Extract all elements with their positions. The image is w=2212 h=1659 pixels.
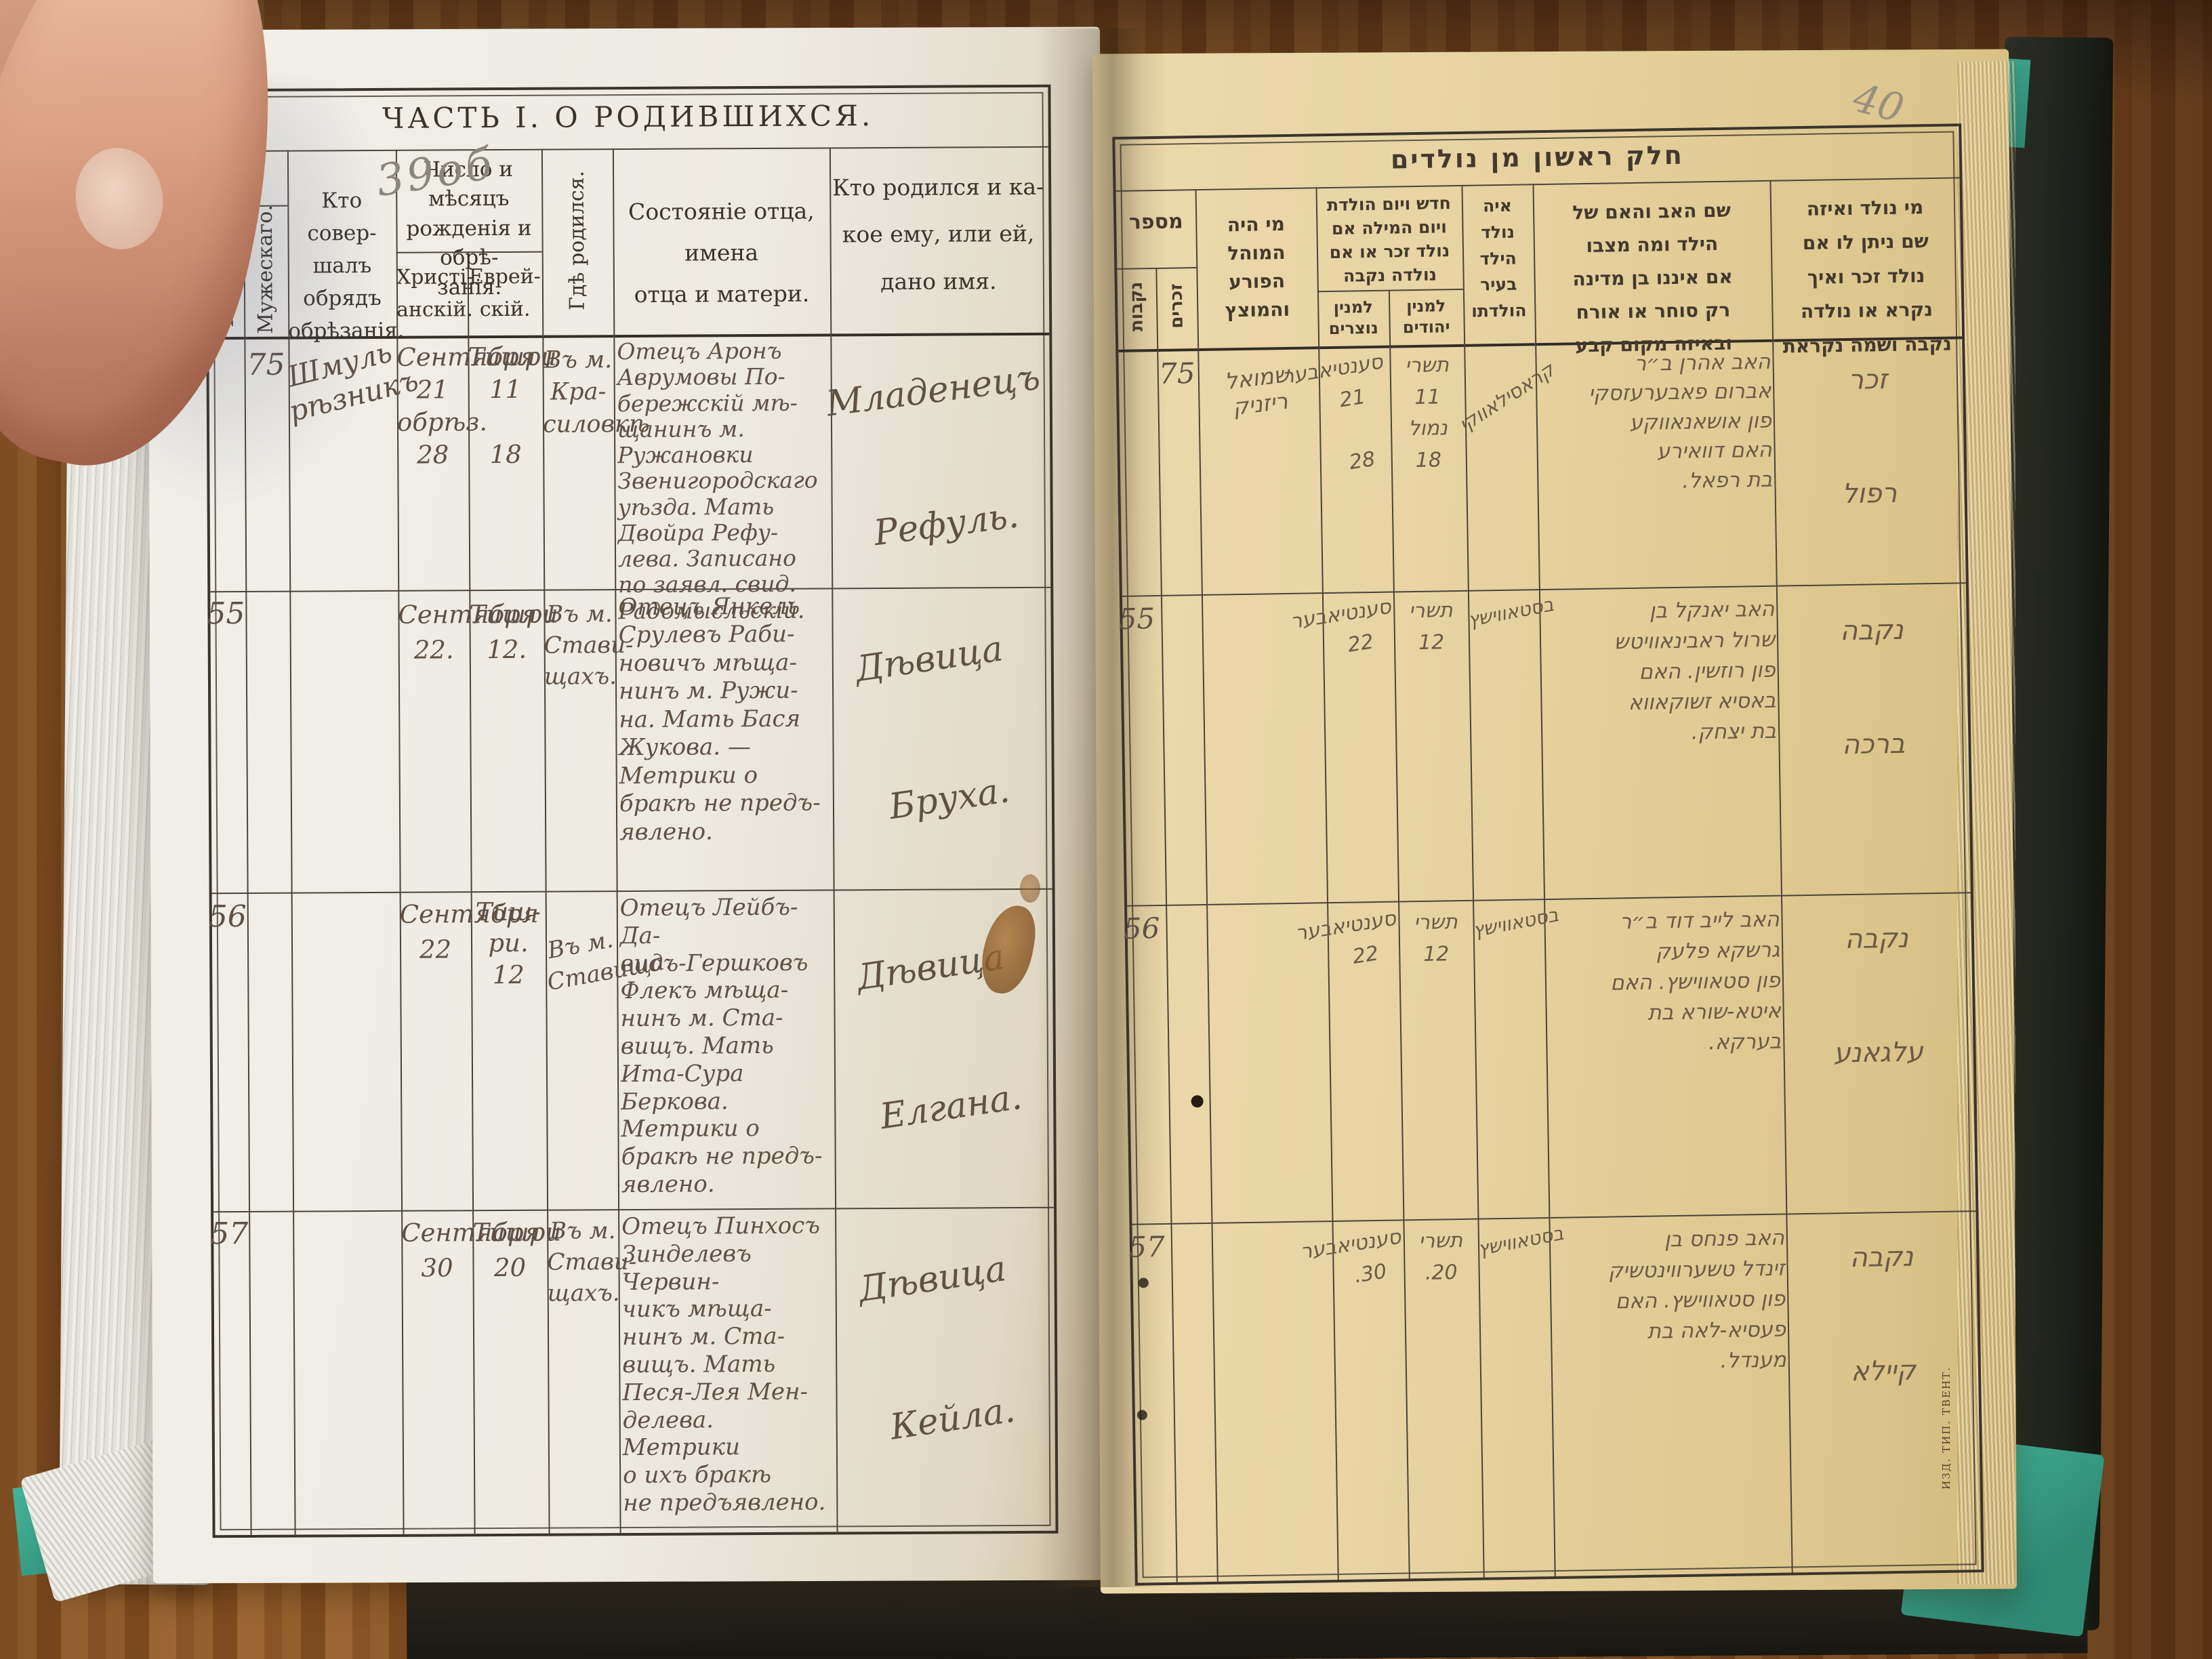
father-entry: Отецъ Аронъ Аврумовы По- бережскій мѣ- щ… — [617, 337, 818, 624]
name-entry: Дѣвица Кейла. — [855, 1248, 1018, 1448]
name-entry: Младенецъ Рефуль. — [824, 356, 1043, 554]
where-born-entry: Въ м. Кра- силовкѣ — [542, 346, 650, 438]
col-header-number-male: זכרים — [1166, 283, 1187, 329]
col-header-number: מספר — [1128, 209, 1183, 234]
name-entry: נקבה ברכה — [1839, 614, 1906, 761]
jewish-date-entry: תשרי 12 — [1408, 598, 1453, 655]
col-header-who-born: מי נולד ואיזה שם ניתן לו אם נולד זכר ואי… — [1782, 196, 1952, 358]
printer-mark: ИЗД. ТИП. ТВЕНТ. — [1940, 1366, 1952, 1490]
binding-hole-lower — [1136, 1410, 1148, 1420]
name-entry: זכר רפול — [1841, 364, 1898, 510]
col-line — [1461, 184, 1485, 1578]
christian-date-entry: סענטיאבער 30. — [1298, 1225, 1403, 1288]
record-number-female: 57 — [1128, 1229, 1166, 1264]
record-number-male: 75 — [1158, 356, 1195, 390]
where-born-entry: Въ м. Ставища. — [545, 926, 674, 996]
record-number-female: 55 — [207, 596, 245, 632]
col-header-date-christian: Христі- анскій. — [396, 265, 474, 322]
jewish-date-entry: תשרי 12 — [1413, 910, 1458, 966]
christian-date-entry: Сентября 22 — [399, 899, 539, 964]
christian-date-entry: סענטיאבער 22 — [1294, 906, 1398, 969]
where-born-entry: Въ м. Стави- щахъ. — [547, 1217, 637, 1307]
record-number-female: 56 — [1123, 912, 1160, 945]
father-entry: Отецъ Лейбъ-Да- видъ-Гершковъ Флекъ мѣща… — [619, 893, 823, 1199]
col-header-mohel: מי היה המוהל הפורע והמוצץ — [1225, 212, 1290, 322]
col-header-date-jewish: Еврей- скій. — [468, 264, 541, 322]
christian-date-entry: Сентября 22. — [398, 599, 537, 665]
row-line-2 — [211, 888, 1052, 895]
col-header-where-born: איה נולד הילד בעיר הולדתו — [1471, 195, 1527, 321]
jewish-date-entry: Тишри 20 — [472, 1217, 562, 1282]
col-header-father-status: שם האב והאם של הילד ומה מצבו אם איננו בן… — [1572, 199, 1734, 357]
christian-date-entry: סענטיאבער 21 28 — [1280, 350, 1385, 474]
father-entry: האב פנחס בן זינדל טשערווינטשיק פון סטאוו… — [1607, 1225, 1787, 1373]
jewish-date-entry: תשרי 20. — [1418, 1229, 1463, 1285]
title-underline — [1115, 177, 1960, 192]
col-header-date-christian: למנין נוצרים — [1328, 297, 1378, 339]
brown-stain-small — [1020, 874, 1040, 903]
father-entry: האב יאנקל בן שרול ראבינאוויטש פון רוזשין… — [1614, 596, 1777, 745]
ink-dot — [1191, 1095, 1204, 1108]
father-entry: Отецъ Пинхосъ Зинделевъ Червин- чикъ мѣщ… — [621, 1212, 826, 1517]
jewish-date-entry: Тишри 12. — [469, 599, 558, 664]
col-header-who-born: Кто родился и ка- кое ему, или ей, дано … — [832, 173, 1044, 295]
col-header-number-female: נקבות — [1126, 281, 1147, 332]
record-number-female: 55 — [1118, 602, 1155, 636]
jewish-date-entry: Тиш- ри. 12 — [475, 897, 541, 989]
father-entry: האב לייב דוד ב״ר גרשקא פלעק פון סטאווישץ… — [1610, 907, 1782, 1055]
father-entry: האב אהרן ב״ר אברום פאבערעזסקי פון אושאנא… — [1588, 349, 1773, 493]
record-number-female: 57 — [210, 1216, 249, 1252]
col-header-date-jewish: למנין יהודים — [1402, 296, 1450, 337]
right-table-title: חלק ראשון מן נולדים — [1390, 140, 1685, 175]
jewish-date-entry: Тишри 11 18 — [468, 342, 557, 470]
date-sub-underline — [1317, 288, 1463, 293]
row-line-3 — [213, 1206, 1054, 1213]
binding-hole-upper — [1138, 1277, 1149, 1288]
col-header-father-status: Состояніе отца, имена отца и матери. — [628, 197, 815, 308]
name-entry: נקבה עלגאנע — [1833, 922, 1924, 1069]
father-entry: Отецъ Янкель Срулевъ Раби- новичъ мѣща- … — [618, 592, 821, 846]
col-header-dates: חדש ויום הולדת ויום המילה אם נולד זכר או… — [1326, 193, 1452, 286]
jewish-date-entry: תשרי 11 נמול 18 — [1405, 353, 1450, 472]
name-entry: Дѣвица Бруха. — [853, 628, 1012, 828]
right-table: חלק ראשון מן נולדים מספר נקבות זכרים מי … — [1112, 123, 1984, 1586]
christian-date-entry: סענטיאבער 22 — [1288, 594, 1393, 657]
christian-date-entry: Сентября 21 обрѣз. 28 — [396, 342, 536, 470]
col-header-where-born: Гдѣ родился. — [565, 170, 590, 311]
christian-date-entry: Сентября 30 — [401, 1217, 541, 1283]
where-born-entry: Въ м. Стави- щахъ. — [544, 600, 634, 691]
record-number-female: 56 — [208, 899, 247, 935]
